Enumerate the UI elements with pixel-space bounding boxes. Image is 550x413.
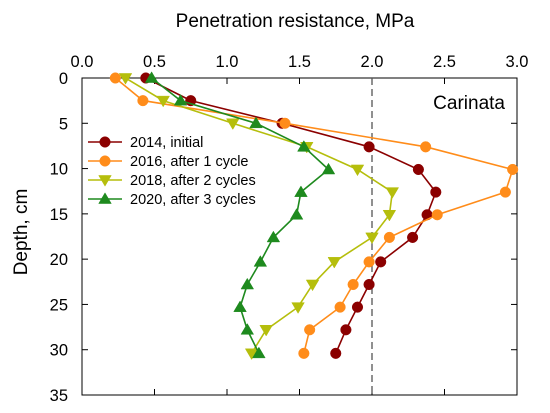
data-point (499, 186, 511, 198)
data-point (144, 71, 159, 83)
data-point (253, 255, 268, 267)
data-point (431, 209, 443, 221)
data-point (365, 232, 379, 245)
data-point (507, 163, 519, 176)
legend-label: 2016, after 1 cycle (130, 154, 249, 170)
data-point (109, 72, 121, 84)
legend-label: 2014, initial (130, 135, 203, 151)
data-point (363, 256, 375, 268)
y-tick-label: 30 (50, 342, 68, 360)
data-point (118, 73, 133, 85)
legend-marker (99, 155, 111, 167)
data-point (266, 230, 281, 243)
y-tick-label: 5 (59, 115, 68, 133)
data-point (340, 324, 352, 336)
data-point (259, 325, 273, 337)
data-point (363, 141, 375, 153)
legend-item: 2020, after 3 cycles (88, 192, 256, 208)
legend-item: 2014, initial (88, 135, 203, 151)
x-axis-title: Penetration resistance, MPa (176, 11, 415, 32)
data-point (137, 95, 149, 107)
data-point (330, 347, 342, 359)
data-point (249, 116, 263, 129)
x-tick-label: 0.0 (71, 53, 94, 71)
data-point (420, 141, 432, 153)
series-line (114, 77, 514, 354)
legend-marker (99, 136, 111, 148)
series-4 (144, 71, 336, 359)
data-point (240, 277, 255, 290)
y-tick-label: 15 (50, 206, 68, 224)
y-tick-label: 20 (50, 251, 68, 269)
y-tick-label: 35 (50, 387, 68, 405)
legend-item: 2018, after 2 cycles (88, 173, 256, 189)
legend-label: 2020, after 3 cycles (130, 192, 256, 208)
data-point (327, 257, 342, 269)
data-point (305, 279, 320, 292)
data-point (363, 278, 375, 291)
legend-item: 2016, after 1 cycle (88, 154, 249, 170)
data-point (297, 140, 311, 152)
x-tick-label: 3.0 (506, 53, 529, 71)
y-tick-label: 25 (50, 296, 68, 314)
data-point (382, 209, 397, 222)
x-tick-label: 2.0 (361, 53, 384, 71)
legend: 2014, initial 2016, after 1 cycle 2018, af… (88, 135, 256, 208)
data-point (383, 231, 395, 243)
data-point (173, 93, 188, 106)
series-2 (109, 72, 519, 359)
series-3 (118, 73, 400, 361)
series-line (151, 77, 330, 354)
data-point (233, 300, 247, 312)
data-point (347, 278, 359, 291)
legend-marker (98, 175, 112, 187)
data-point (156, 95, 170, 108)
data-point (321, 162, 336, 175)
y-tick-label: 0 (59, 70, 68, 88)
legend-marker (98, 192, 112, 204)
data-point (351, 301, 364, 313)
data-point (226, 118, 240, 130)
data-point (291, 302, 305, 314)
data-point (304, 324, 316, 336)
data-point (252, 346, 266, 359)
data-point (279, 117, 291, 129)
y-axis-title: Depth, cm (11, 189, 32, 276)
x-tick-label: 1.5 (288, 53, 311, 71)
data-point (375, 256, 387, 268)
x-tick-label: 0.5 (143, 53, 166, 71)
y-tick-label: 10 (50, 161, 68, 179)
legend-label: 2018, after 2 cycles (130, 173, 256, 189)
data-point (350, 164, 365, 177)
data-point (240, 323, 255, 335)
data-point (430, 186, 442, 198)
x-tick-label: 2.5 (433, 53, 456, 71)
data-point (334, 301, 346, 313)
x-tick-label: 1.0 (216, 53, 239, 71)
data-point (289, 208, 304, 220)
data-point (412, 163, 424, 176)
series-1 (140, 72, 442, 359)
data-point (385, 187, 400, 199)
data-point (294, 185, 308, 197)
chart-annotation: Carinata (433, 93, 505, 114)
data-point (407, 231, 419, 243)
data-point (298, 347, 310, 359)
